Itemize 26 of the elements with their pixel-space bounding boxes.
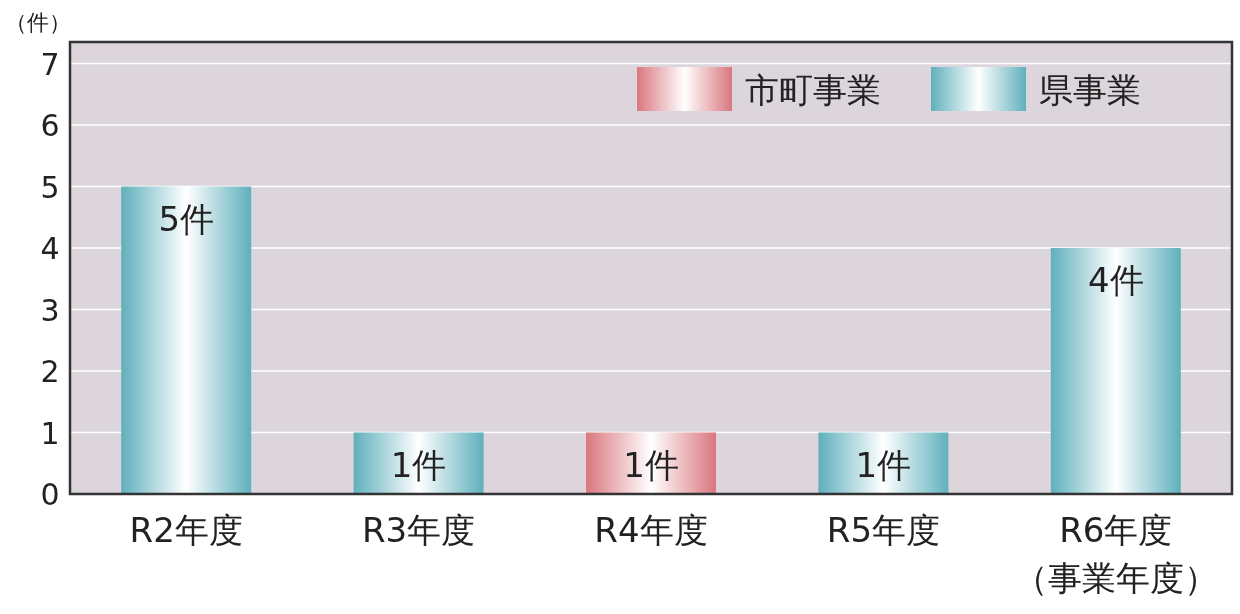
y-tick-label: 2 [40, 354, 60, 390]
y-tick-label: 5 [40, 169, 60, 205]
y-tick-label: 4 [40, 231, 60, 267]
legend-label: 市町事業 [745, 70, 881, 110]
data-label: 1件 [855, 444, 912, 485]
bar [818, 432, 949, 494]
bar [121, 186, 252, 494]
y-axis-title: （件） [5, 10, 71, 35]
data-label: 5件 [158, 198, 215, 239]
y-tick-label: 6 [40, 108, 60, 144]
x-tick-label: R3年度 [361, 510, 476, 550]
bar [353, 432, 484, 494]
data-label: 1件 [623, 444, 679, 485]
y-tick-label: 0 [40, 477, 60, 512]
x-tick-label: R2年度 [129, 510, 243, 550]
y-tick-label: 1 [40, 415, 60, 451]
x-tick-label: R6年度（事業年度） [1013, 510, 1218, 598]
legend-label: 県事業 [1039, 70, 1141, 110]
bar [1050, 248, 1181, 494]
x-tick-label: R4年度 [594, 510, 708, 550]
x-tick-label: R5年度 [826, 510, 941, 550]
y-tick-label: 3 [40, 292, 60, 328]
data-label: 4件 [1087, 260, 1144, 301]
data-label: 1件 [390, 444, 447, 485]
bar [586, 432, 716, 494]
y-tick-label: 7 [40, 46, 60, 82]
